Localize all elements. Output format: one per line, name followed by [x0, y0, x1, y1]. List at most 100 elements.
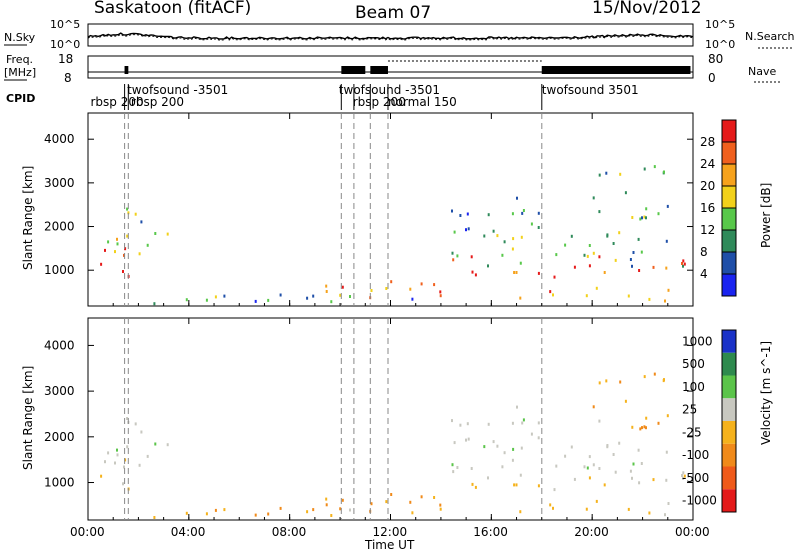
velocity-point [107, 451, 110, 455]
velocity-point [439, 503, 442, 507]
power-point [107, 240, 110, 244]
power-region [153, 293, 414, 306]
power-point [511, 247, 514, 251]
power-point [519, 261, 522, 265]
velocity-colorbar-swatch [722, 375, 736, 399]
velocity-point [312, 508, 315, 512]
power-panel-frame [87, 112, 694, 307]
velocity-point [205, 512, 208, 516]
velocity-point [306, 510, 309, 514]
power-point [126, 234, 129, 238]
velocity-point [652, 478, 655, 482]
velocity-point [614, 470, 617, 474]
velocity-colorbar-label: -100 [682, 448, 709, 462]
x-tick-label: 04:00 [171, 525, 206, 539]
power-point [166, 232, 169, 236]
x-tick-label: 00:00 [70, 525, 105, 539]
freq-block [541, 66, 691, 74]
power-point [665, 266, 668, 270]
velocity-point [267, 512, 270, 516]
velocity-point [629, 469, 632, 473]
power-point [487, 213, 490, 217]
power-point [657, 212, 660, 216]
power-point [627, 294, 630, 298]
cpid-mode-label: rbsp 200 [91, 95, 144, 109]
velocity-point [513, 483, 516, 487]
velocity-point [632, 462, 635, 466]
power-region [592, 165, 669, 221]
noise-right-tick-bottom: 10^0 [705, 38, 735, 51]
power-colorbar: 4 8 12 16 20 24 28 [700, 119, 737, 297]
velocity-point [370, 502, 373, 506]
power-point [306, 296, 309, 300]
power-point [638, 269, 641, 272]
velocity-point [483, 445, 486, 449]
power-point [503, 240, 506, 244]
velocity-point [339, 507, 342, 511]
velocity-point [631, 476, 633, 480]
velocity-point [637, 448, 640, 452]
power-y-axis-label: Slant Range [km] [21, 166, 35, 270]
power-point [522, 209, 525, 212]
power-point [564, 243, 567, 247]
power-point [127, 211, 130, 215]
velocity-point [471, 482, 474, 486]
power-point [624, 191, 627, 195]
power-colorbar-swatch [722, 120, 736, 142]
power-point [511, 212, 514, 216]
power-point [433, 283, 436, 287]
velocity-region [325, 497, 328, 507]
noise-right-tick-top: 10^5 [705, 18, 735, 31]
velocity-point [681, 474, 683, 477]
power-point [653, 165, 656, 169]
power-point [682, 264, 684, 268]
power-point [583, 253, 586, 257]
velocity-point [456, 466, 459, 469]
velocity-point [501, 465, 504, 469]
velocity-point [496, 444, 499, 448]
velocity-point [585, 507, 588, 511]
velocity-point [104, 460, 106, 464]
power-region [107, 207, 169, 256]
velocity-point [648, 511, 651, 515]
velocity-colorbar-swatch [722, 398, 736, 422]
power-point [341, 285, 344, 289]
power-point [467, 227, 470, 231]
power-point [116, 237, 118, 241]
power-point [501, 253, 504, 257]
power-point [453, 230, 456, 234]
x-tick-label: 08:00 [272, 525, 307, 539]
velocity-point [522, 418, 525, 422]
velocity-point [657, 421, 660, 425]
power-point [465, 228, 467, 232]
power-point [586, 254, 589, 258]
velocity-point [555, 464, 558, 468]
power-point [420, 282, 423, 286]
y-tick-label: 2000 [44, 220, 75, 234]
power-point [598, 255, 601, 259]
power-point [470, 255, 473, 259]
power-point [645, 207, 648, 211]
power-point [339, 293, 342, 297]
velocity-colorbar-label: 25 [682, 403, 697, 417]
velocity-point [503, 451, 506, 455]
power-point [640, 250, 643, 254]
velocity-point [588, 455, 591, 459]
power-point [466, 212, 469, 216]
power-point [519, 296, 522, 300]
noise-trace [87, 32, 694, 41]
velocity-point [586, 466, 589, 470]
velocity-point [519, 510, 522, 514]
velocity-point [682, 476, 684, 480]
velocity-point [598, 381, 601, 385]
power-point [330, 300, 333, 304]
power-point [552, 293, 554, 297]
power-point [592, 196, 595, 200]
velocity-region [153, 506, 414, 519]
velocity-point [653, 372, 656, 376]
velocity-region [107, 417, 169, 467]
power-region [451, 196, 540, 234]
velocity-point [619, 380, 622, 384]
power-point [513, 271, 516, 274]
